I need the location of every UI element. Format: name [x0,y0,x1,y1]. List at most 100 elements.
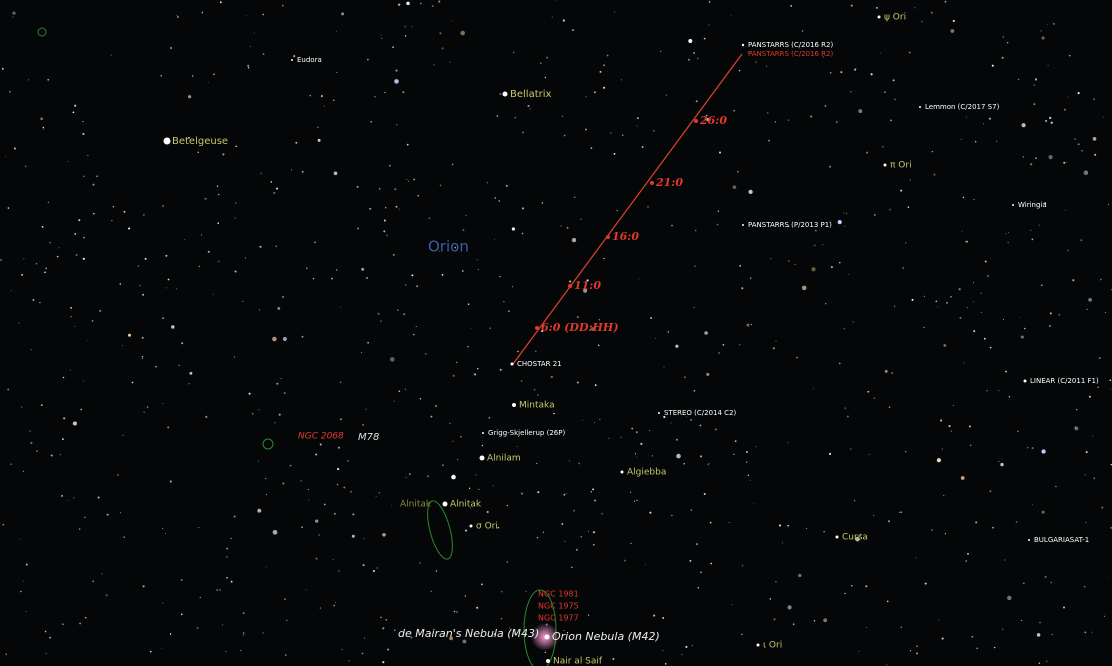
star [291,169,292,170]
star [851,5,853,7]
star [566,227,568,229]
star [245,257,246,258]
star [11,290,12,291]
star [880,53,881,54]
star [889,406,891,408]
star [162,603,163,604]
star [452,164,454,166]
star [170,480,172,482]
star [204,198,206,200]
star [630,492,631,493]
star [986,390,987,391]
star [697,587,699,589]
star [1063,606,1065,608]
star [295,142,297,144]
star [192,75,194,77]
star [494,197,496,199]
star [908,206,910,208]
star [254,32,255,33]
star [962,231,963,232]
star [1039,662,1040,663]
star [333,559,334,560]
star [318,534,320,536]
star [914,7,915,8]
star [439,32,441,34]
star-marker [1028,539,1030,541]
star [165,255,167,257]
star [402,91,404,93]
star [42,226,44,228]
star [500,369,502,371]
star [494,239,495,240]
star [1074,138,1075,139]
star [787,442,788,443]
object-label: Alnilam [487,454,521,464]
star [1047,24,1048,25]
star [507,561,509,563]
star [217,222,219,224]
star [301,526,303,528]
star [1081,150,1083,152]
star [571,567,573,569]
star [308,489,309,490]
star-marker [658,412,660,414]
star [1084,586,1085,587]
star [607,55,609,57]
star [10,463,12,465]
star [831,266,833,268]
star [284,598,286,600]
star [1049,325,1051,327]
star [285,654,286,655]
star [704,493,706,495]
star [1045,576,1047,578]
star [490,328,491,329]
star [900,511,902,513]
star [338,447,340,449]
object-label: Mintaka [519,401,555,411]
star-marker [291,59,293,61]
star [258,461,259,462]
star [293,55,295,57]
star [731,15,732,16]
star [5,156,6,157]
star [1065,210,1066,211]
star [612,658,614,660]
star [87,340,88,341]
star [996,141,997,142]
star [406,2,410,6]
star [61,495,63,497]
star [937,458,941,462]
star [814,620,815,621]
star [1033,84,1034,85]
star [132,382,134,384]
object-label: de Mairan's Nebula (M43) [398,627,539,640]
object-label: Grigg-Skjellerup (26P) [488,429,565,437]
sky-view[interactable]: EudoraBellatrixBetelgeusePANSTARRS (C/20… [0,0,1112,666]
star [110,55,111,56]
star [1074,426,1078,430]
star [200,597,201,598]
star [788,260,789,261]
star [965,241,966,242]
star [1105,312,1106,313]
star [324,106,325,107]
star [386,235,388,237]
star [477,368,479,370]
trajectory-tick [535,326,539,330]
star [802,30,803,31]
star [306,589,307,590]
star [416,326,417,327]
star-marker [546,659,550,663]
star [343,487,345,489]
star [1006,233,1007,234]
star [2,524,4,526]
star [45,268,46,269]
star [8,207,10,209]
star [1087,309,1088,310]
star [637,126,638,127]
star [25,166,27,168]
star [106,594,108,596]
star [846,213,847,214]
star [1030,163,1032,165]
star [403,313,405,315]
